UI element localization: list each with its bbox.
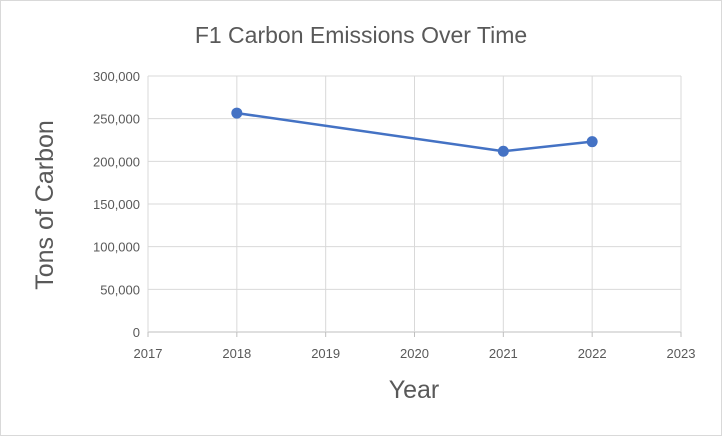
- y-tick-label: 300,000: [93, 69, 140, 84]
- data-point: [497, 145, 509, 157]
- series: [231, 107, 598, 157]
- y-tick-label: 150,000: [93, 197, 140, 212]
- data-point: [231, 107, 243, 119]
- chart-title: F1 Carbon Emissions Over Time: [195, 22, 527, 48]
- x-axis-title: Year: [389, 376, 440, 404]
- y-tick-label: 100,000: [93, 240, 140, 255]
- y-tick-label: 250,000: [93, 112, 140, 127]
- x-tick-label: 2022: [578, 346, 607, 361]
- gridlines: [147, 75, 682, 337]
- x-tick-label: 2023: [667, 346, 696, 361]
- data-point: [586, 136, 598, 148]
- x-tick-label: 2021: [489, 346, 518, 361]
- x-tick-label: 2019: [311, 346, 340, 361]
- y-tick-label: 50,000: [100, 282, 140, 297]
- y-tick-label: 200,000: [93, 154, 140, 169]
- y-axis-title: Tons of Carbon: [31, 120, 59, 290]
- x-axis-tick-labels: 2017 2018 2019 2020 2021 2022 2023: [134, 346, 696, 361]
- y-tick-label: 0: [133, 325, 140, 340]
- x-tick-label: 2018: [222, 346, 251, 361]
- x-tick-label: 2017: [134, 346, 163, 361]
- y-axis-tick-labels: 0 50,000 100,000 150,000 200,000 250,000 300,0…: [93, 69, 140, 340]
- x-tick-label: 2020: [400, 346, 429, 361]
